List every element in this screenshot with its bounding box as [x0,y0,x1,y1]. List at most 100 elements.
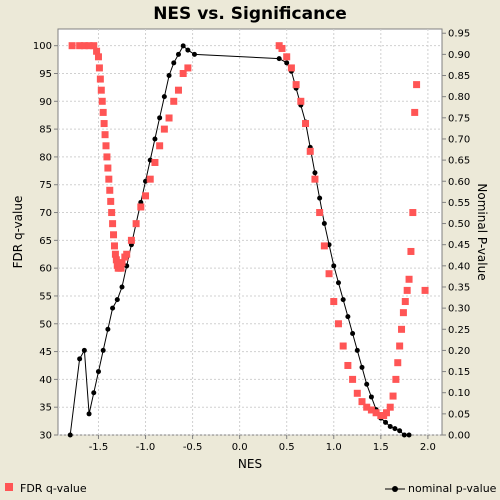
fdr-q-value-point [151,158,159,166]
fdr-q-value-point [306,147,314,155]
y-left-tick-label: 100 [33,41,52,52]
x-tick-label: 1.5 [373,442,389,453]
legend-item-fdr: FDR q-value [5,482,87,495]
nominal-p-value-point [67,432,73,438]
fdr-q-value-point [100,120,108,128]
y-right-tick-label: 0.40 [448,261,470,272]
y-right-tick-label: 0.30 [448,304,470,315]
fdr-q-value-point [90,42,98,50]
fdr-q-value-point [165,114,173,122]
fdr-q-value-point [108,209,116,217]
nominal-p-value-point [157,115,163,121]
legend-item-nominal: nominal p-value [385,482,497,495]
nominal-p-value-point [185,47,191,53]
nominal-p-value-point [392,426,398,432]
fdr-q-value-point [396,342,404,350]
y-right-tick-label: 0.50 [448,219,470,230]
x-tick-label: 0.5 [279,442,295,453]
nominal-p-value-point [161,94,167,100]
fdr-q-value-point [330,298,338,306]
fdr-q-value-point [104,164,112,172]
y-right-tick-label: 0.80 [448,92,470,103]
y-left-tick-label: 30 [39,431,52,442]
y-left-tick-label: 75 [39,180,52,191]
fdr-q-value-point [389,392,397,400]
fdr-q-value-point [102,142,110,150]
fdr-q-value-point [311,175,319,183]
y-right-tick-label: 0.60 [448,177,470,188]
y-axis-right: 0.00 0.05 0.10 0.15 0.20 0.25 0.30 0.35 0.40 0.45… [442,29,470,442]
x-tick-label: -1.0 [136,442,156,453]
fdr-q-value-point [392,375,400,383]
y-left-tick-label: 60 [39,264,52,275]
nominal-p-value-point [91,390,97,396]
y-right-tick-label: 0.55 [448,198,470,209]
nominal-p-value-point [166,73,172,79]
fdr-q-value-point [93,47,101,55]
nominal-p-value-point [152,136,158,142]
fdr-q-value-point [103,153,111,161]
nominal-p-value-point [105,326,111,332]
nominal-p-value-point [114,297,120,303]
fdr-q-value-point [80,42,88,50]
fdr-q-value-point [398,325,406,333]
nominal-p-value-point [383,419,389,425]
y-right-tick-label: 0.85 [448,71,470,82]
y-right-tick-label: 0.35 [448,282,470,293]
fdr-q-value-point [111,250,119,258]
fdr-q-value-point [112,256,120,264]
fdr-q-value-point [156,142,164,150]
x-axis-label: NES [238,457,262,471]
nominal-p-value-point [171,60,177,66]
fdr-q-value-point [118,259,126,267]
nominal-p-value-point [387,424,393,430]
fdr-q-value-point [339,342,347,350]
y-axis-left-label: FDR q-value [11,196,25,269]
fdr-q-value-point [132,220,140,228]
nominal-p-value-point [191,51,197,57]
fdr-q-value-point [146,175,154,183]
fdr-q-value-point [367,406,375,414]
fdr-q-value-point [382,409,390,417]
nominal-p-value-point [340,297,346,303]
fdr-q-value-point [287,64,295,72]
nominal-p-value-point [110,305,116,311]
y-right-tick-label: 0.90 [448,50,470,61]
nominal-p-value-point [335,280,341,286]
y-left-tick-label: 45 [39,347,52,358]
fdr-q-value-point [123,250,131,258]
y-right-tick-label: 0.15 [448,367,470,378]
nominal-p-value-point [284,60,290,66]
nominal-p-value-point [350,331,356,336]
fdr-q-value-point [68,42,76,50]
y-axis-right-label: Nominal P-value [475,183,489,280]
plot-area [57,28,443,436]
y-left-tick-label: 35 [39,403,52,414]
fdr-q-value-point [99,108,107,116]
y-left-tick-label: 90 [39,97,52,108]
y-right-tick-label: 0.75 [448,113,470,124]
y-right-tick-label: 0.00 [448,431,470,442]
fdr-q-value-point [413,81,421,89]
fdr-q-value-point [344,361,352,369]
fdr-q-value-point [96,75,104,83]
nominal-p-value-point [401,432,407,438]
fdr-q-value-point [372,409,380,417]
fdr-q-value-point [106,186,114,194]
y-right-tick-label: 0.25 [448,325,470,336]
y-left-tick-label: 80 [39,152,52,163]
nominal-p-value-point [95,369,101,375]
fdr-q-value-point [320,242,328,250]
fdr-q-value-point [349,375,357,383]
fdr-q-value-point [109,220,117,228]
nominal-p-value-point [321,221,327,227]
chart-title: NES vs. Significance [153,4,347,24]
fdr-q-value-point [85,42,93,50]
nominal-p-value-point [364,381,370,387]
fdr-q-value-point [174,86,182,94]
nominal-p-value-point [81,347,87,353]
fdr-q-value-point [110,242,118,250]
nominal-p-value-point [359,364,365,370]
